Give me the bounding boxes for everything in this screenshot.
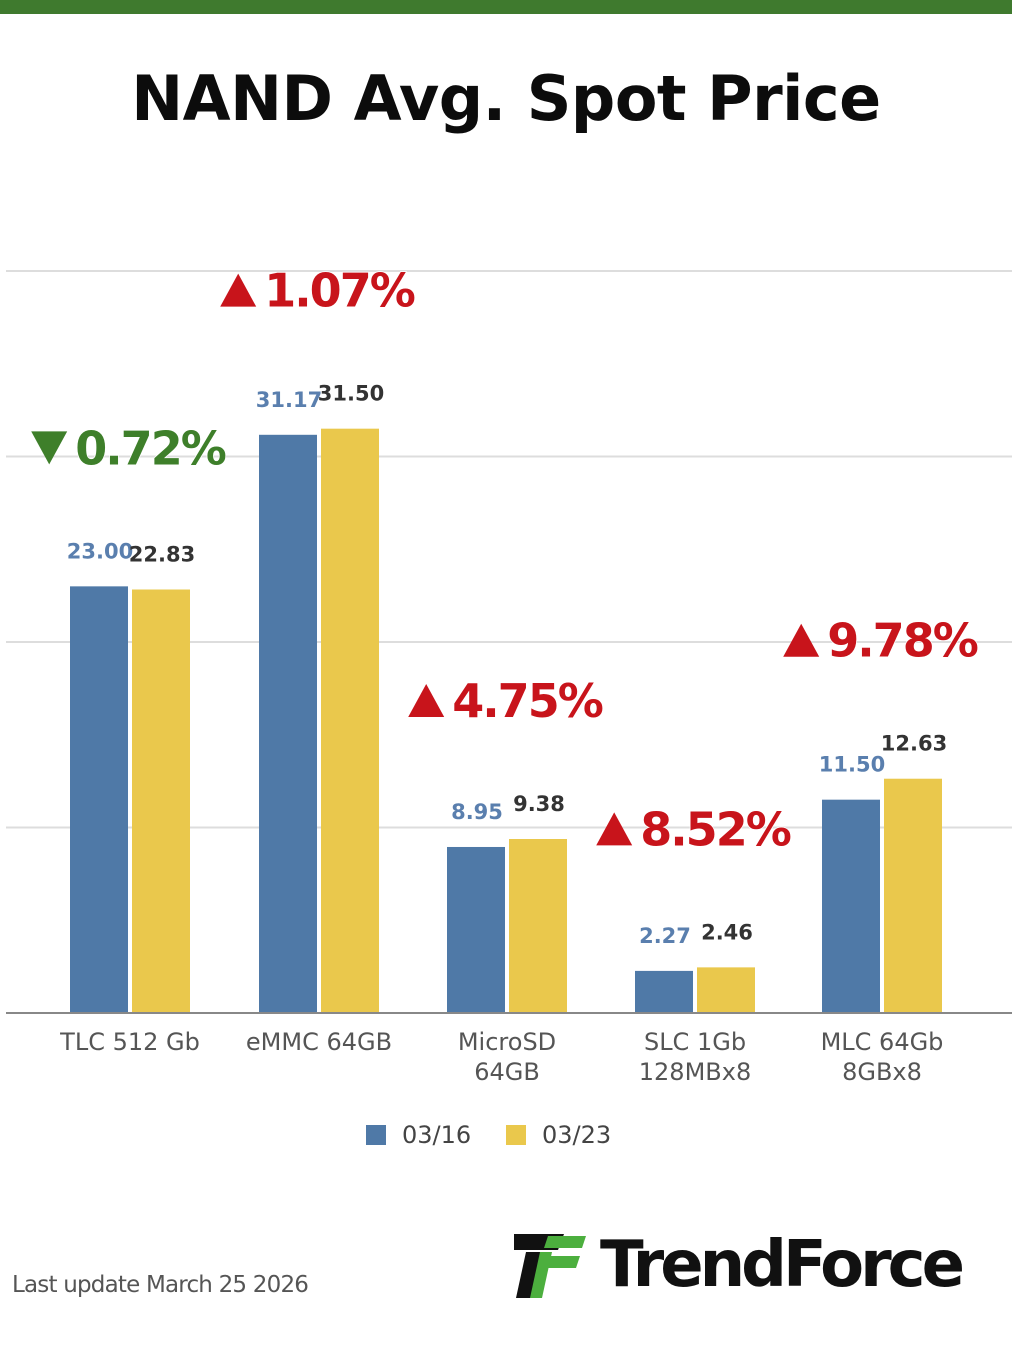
legend-swatch (506, 1125, 526, 1145)
data-label: 23.00 (67, 539, 133, 563)
data-label: 31.17 (256, 388, 322, 412)
x-tick-label: MicroSD (458, 1028, 556, 1056)
triangle-up-icon (220, 273, 257, 307)
data-label: 9.38 (513, 792, 565, 816)
x-tick-label: SLC 1Gb (644, 1028, 746, 1056)
bar-03-23-2 (509, 839, 567, 1013)
change-percent: 0.72% (75, 421, 225, 475)
data-label: 22.83 (129, 543, 195, 567)
triangle-down-icon (31, 431, 68, 465)
x-tick-label: TLC 512 Gb (59, 1028, 200, 1056)
trendforce-logo-icon (514, 1234, 586, 1298)
brand-name: TrendForce (600, 1228, 965, 1302)
legend-label: 03/16 (402, 1121, 471, 1149)
bars (70, 428, 942, 1013)
change-annotations: 0.72% 1.07% 4.75% 8.52% 9.78% (31, 263, 980, 857)
legend-swatch (366, 1125, 386, 1145)
change-annotation: 4.75% (408, 673, 605, 729)
change-percent: 8.52% (640, 802, 790, 856)
top-accent-bar (0, 0, 1012, 14)
data-label: 8.95 (451, 800, 503, 824)
data-label: 2.27 (639, 924, 691, 948)
change-percent: 4.75% (452, 674, 602, 728)
change-annotation: 8.52% (596, 802, 793, 857)
last-update-text: Last update March 25 2026 (12, 1272, 309, 1298)
triangle-up-icon (783, 623, 820, 657)
triangle-up-icon (596, 812, 633, 846)
x-tick-label: eMMC 64GB (246, 1028, 392, 1056)
bar-03-23-3 (697, 967, 755, 1013)
data-label: 31.50 (318, 382, 384, 406)
change-percent: 1.07% (264, 264, 414, 318)
bar-03-23-1 (321, 428, 379, 1013)
data-label: 11.50 (819, 753, 885, 777)
x-tick-label: MLC 64Gb (821, 1028, 944, 1056)
bar-03-16-4 (822, 799, 880, 1013)
brand-logo: TrendForce (512, 1228, 1002, 1302)
bar-03-23-0 (132, 589, 190, 1013)
bar-03-16-1 (259, 434, 317, 1013)
data-label: 12.63 (881, 732, 947, 756)
change-annotation: 0.72% (31, 421, 228, 476)
legend: 03/16 03/23 (366, 1121, 611, 1149)
bar-03-16-3 (635, 970, 693, 1013)
x-tick-label: 128MBx8 (639, 1058, 751, 1086)
chart-title: NAND Avg. Spot Price (131, 62, 881, 135)
triangle-up-icon (408, 684, 445, 718)
change-annotation: 1.07% (220, 263, 417, 318)
bar-03-16-0 (70, 586, 128, 1013)
data-label: 2.46 (701, 920, 753, 944)
x-tick-label: 64GB (474, 1058, 540, 1086)
bar-03-23-4 (884, 778, 942, 1013)
x-tick-label: 8GBx8 (842, 1058, 922, 1086)
legend-label: 03/23 (542, 1121, 611, 1149)
change-percent: 9.78% (827, 614, 977, 668)
change-annotation: 9.78% (783, 613, 980, 668)
bar-03-16-2 (447, 846, 505, 1013)
